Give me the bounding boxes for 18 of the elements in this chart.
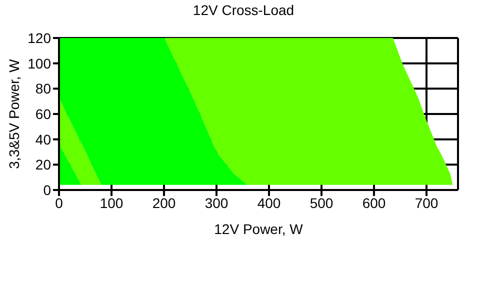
y-tick-label: 100 — [28, 55, 52, 72]
x-tick-label: 200 — [152, 194, 176, 211]
y-tick-label: 20 — [35, 156, 52, 173]
x-tick-label: 300 — [204, 194, 228, 211]
y-tick-label: 120 — [28, 30, 52, 46]
x-tick-label: 400 — [257, 194, 281, 211]
y-tick-label: 60 — [35, 106, 52, 122]
x-tick-label: 500 — [310, 194, 334, 211]
y-axis-title: 3,3&5V Power, W — [6, 58, 22, 169]
chart-title: 12V Cross-Load — [192, 2, 296, 18]
x-tick-label: 600 — [362, 194, 386, 211]
y-tick-label: 40 — [35, 131, 52, 148]
x-tick-label: 700 — [414, 194, 438, 211]
x-tick-label: 100 — [100, 194, 124, 211]
y-tick-label: 80 — [35, 80, 52, 97]
x-tick-label: 0 — [55, 194, 64, 211]
y-tick-label: 0 — [43, 182, 52, 198]
x-axis-title: 12V Power, W — [214, 221, 304, 237]
